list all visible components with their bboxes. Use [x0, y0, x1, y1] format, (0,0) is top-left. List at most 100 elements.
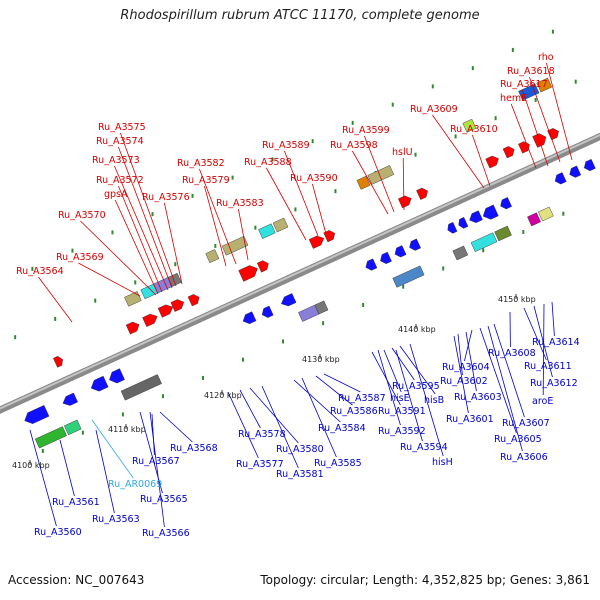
forward-gene	[256, 260, 269, 273]
reverse-gene	[554, 172, 567, 185]
forward-gene	[323, 230, 336, 243]
forward-leader	[352, 150, 389, 215]
tick-label: 4140 kbp	[398, 325, 436, 334]
reverse-gene	[261, 305, 274, 318]
reverse-gene-label: Ru_A3602	[440, 376, 488, 387]
reverse-gene-label: Ru_A3614	[532, 337, 580, 348]
feature-box	[314, 300, 329, 315]
forward-leader	[312, 183, 327, 235]
feature-box	[34, 426, 67, 449]
forward-gene	[308, 235, 325, 249]
forward-leader	[238, 208, 249, 261]
feature-box	[120, 374, 162, 401]
reverse-leader	[395, 349, 423, 442]
forward-gene	[187, 294, 200, 307]
reverse-leader	[465, 331, 477, 392]
reverse-gene-label: Ru_A3586	[330, 406, 378, 417]
forward-gene	[125, 321, 140, 335]
feature-box	[494, 225, 512, 242]
reverse-gene	[469, 210, 483, 223]
forward-gene-label: rho	[538, 52, 554, 63]
reverse-leader	[227, 391, 259, 459]
leader-line-layer	[29, 62, 573, 528]
reverse-gene-label: Ru_A3592	[378, 426, 426, 437]
feature-box	[452, 245, 469, 261]
forward-gene	[157, 304, 174, 318]
forward-leader	[118, 185, 163, 293]
feature-box	[392, 265, 425, 288]
forward-leader	[266, 167, 307, 241]
forward-leader	[114, 165, 169, 291]
tick-label: 4110 kbp	[108, 425, 146, 434]
reverse-gene-label: Ru_A3595	[392, 381, 440, 392]
topology-text: Topology: circular; Length: 4,352,825 bp…	[260, 573, 590, 587]
forward-gene	[142, 313, 158, 327]
reverse-leader	[315, 375, 353, 406]
reverse-gene-label: hisB	[424, 395, 444, 406]
reverse-gene-label: Ru_A3567	[132, 456, 180, 467]
forward-gene-label: Ru_A3609	[410, 104, 458, 115]
reverse-leader	[261, 385, 299, 469]
forward-gene	[532, 133, 547, 148]
reverse-leader	[542, 303, 545, 396]
reverse-gene-label: Ru_A3607	[502, 418, 550, 429]
backbone-layer	[0, 132, 600, 414]
reverse-leader	[249, 387, 299, 444]
forward-gene	[238, 265, 258, 282]
reverse-leader	[457, 333, 463, 376]
forward-leader	[402, 157, 405, 211]
forward-leader	[164, 202, 183, 285]
forward-gene-label: Ru_A3573	[92, 155, 140, 166]
tick-label: 4150 kbp	[498, 295, 536, 304]
reverse-gene	[109, 368, 125, 384]
accession-text: Accession: NC_007643	[8, 573, 145, 587]
reverse-gene	[409, 238, 421, 251]
reverse-leader	[29, 429, 57, 527]
forward-leader	[364, 135, 395, 213]
reverse-leader	[301, 377, 337, 458]
forward-leader	[529, 76, 561, 163]
forward-gene-label: hemE	[500, 93, 527, 104]
reverse-gene-label: Ru_A3560	[34, 527, 82, 538]
tick-label: 4130 kbp	[302, 355, 340, 364]
forward-gene	[398, 195, 412, 209]
feature-box	[518, 83, 540, 101]
forward-gene-label: Ru_A3576	[142, 192, 190, 203]
reverse-gene-label: Ru_A3594	[400, 442, 448, 453]
forward-gene-label: Ru_A3617	[500, 79, 548, 90]
feature-box	[367, 165, 395, 185]
reverse-gene	[458, 217, 469, 229]
reverse-leader	[239, 389, 261, 429]
forward-gene-label: Ru_A3564	[16, 266, 64, 277]
forward-leader	[114, 199, 159, 295]
reverse-leader	[391, 347, 415, 381]
feature-box	[272, 217, 289, 233]
feature-box	[536, 77, 553, 93]
feature-box	[124, 291, 142, 307]
reverse-gene	[583, 158, 596, 172]
reverse-gene	[242, 311, 257, 324]
reverse-gene-label: Ru_A3565	[140, 494, 188, 505]
forward-gene-label: Ru_A3598	[330, 140, 378, 151]
forward-leader	[546, 62, 573, 161]
forward-leader	[80, 220, 157, 296]
reverse-gene-label: Ru_A3603	[454, 392, 502, 403]
forward-leader	[78, 262, 141, 297]
reverse-gene-label: Ru_A3568	[170, 443, 218, 454]
reverse-leader	[149, 411, 165, 528]
map-title: Rhodospirillum rubrum ATCC 11170, comple…	[120, 8, 480, 23]
reverse-gene-label: hisE	[390, 393, 410, 404]
reverse-gene	[62, 392, 78, 406]
reverse-leader	[159, 411, 193, 443]
forward-leader	[522, 89, 549, 167]
reverse-gene-label: Ru_A3601	[446, 414, 494, 425]
forward-leader	[510, 103, 537, 169]
feature-box	[356, 175, 371, 190]
tick-label: 4100 kbp	[12, 461, 50, 470]
reverse-leader	[95, 429, 115, 514]
forward-leader	[472, 134, 491, 187]
reverse-gene-label: Ru_A3566	[142, 528, 190, 539]
gene-layer	[24, 77, 596, 449]
